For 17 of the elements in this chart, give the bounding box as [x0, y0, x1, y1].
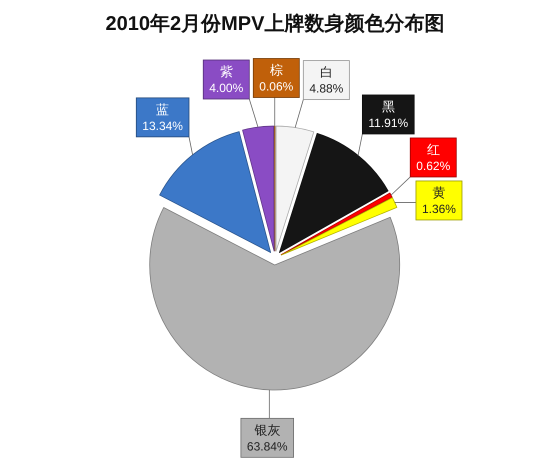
- data-label: 1.36%: [422, 202, 456, 216]
- data-label: 4.00%: [209, 81, 244, 96]
- data-label: 13.34%: [142, 118, 184, 133]
- data-label: 0.06%: [259, 80, 294, 94]
- chart-title: 2010年2月份MPV上牌数身颜色分布图: [106, 12, 444, 35]
- data-label: 0.62%: [416, 158, 451, 173]
- data-label: 11.91%: [368, 116, 409, 130]
- slice-label: 黑: [382, 98, 395, 114]
- slice-label: 棕: [270, 62, 283, 78]
- slice-label: 蓝: [156, 102, 170, 117]
- data-label: 4.88%: [309, 82, 344, 96]
- slice-label: 黄: [432, 184, 446, 200]
- slice-label: 紫: [220, 64, 233, 80]
- data-label: 63.84%: [246, 439, 288, 454]
- slice-label: 银灰: [253, 422, 280, 438]
- slice-label: 红: [426, 142, 440, 157]
- slice-label: 白: [320, 64, 333, 80]
